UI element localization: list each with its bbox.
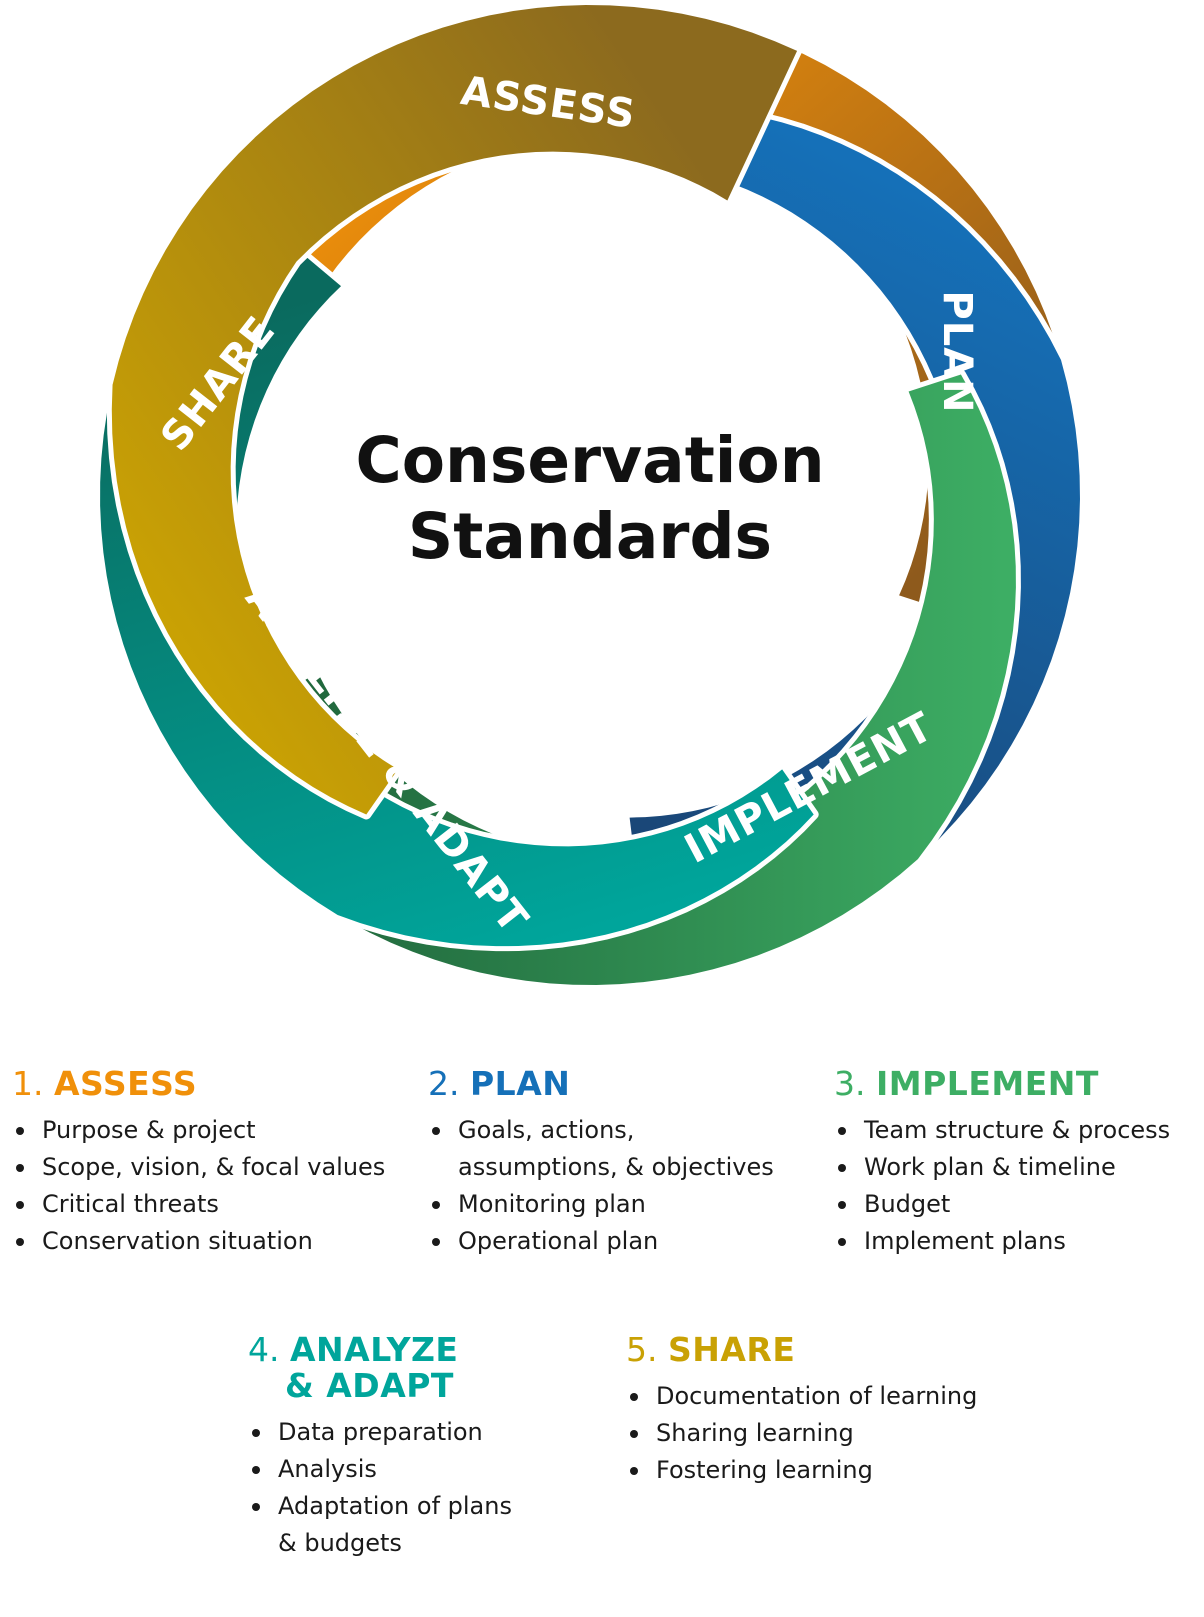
list-item: Goals, actions, assumptions, & objectives [428, 1112, 774, 1186]
step-implement-heading: 3. IMPLEMENT [834, 1066, 1170, 1102]
list-item: Critical threats [12, 1186, 385, 1223]
list-item: Operational plan [428, 1223, 774, 1260]
list-item: Adaptation of plans & budgets [248, 1488, 512, 1562]
step-number: 2. [428, 1064, 460, 1103]
step-name: IMPLEMENT [876, 1064, 1099, 1103]
step-name: ASSESS [54, 1064, 198, 1103]
step-analyze-list: Data preparation Analysis Adaptation of … [248, 1414, 512, 1562]
step-assess: 1. ASSESS Purpose & project Scope, visio… [12, 1066, 385, 1260]
step-assess-heading: 1. ASSESS [12, 1066, 385, 1102]
center-title-line-2: Standards [408, 500, 772, 573]
step-analyze-heading: 4. ANALYZE & ADAPT [248, 1332, 512, 1404]
list-item: Analysis [248, 1451, 512, 1488]
list-item: Fostering learning [626, 1452, 977, 1489]
step-share-heading: 5. SHARE [626, 1332, 977, 1368]
step-number: 1. [12, 1064, 44, 1103]
step-analyze-adapt: 4. ANALYZE & ADAPT Data preparation Anal… [248, 1332, 512, 1562]
step-number: 3. [834, 1064, 866, 1103]
step-share-list: Documentation of learning Sharing learni… [626, 1378, 977, 1489]
list-item: Budget [834, 1186, 1170, 1223]
step-name: ANALYZE [290, 1330, 459, 1369]
list-item: Sharing learning [626, 1415, 977, 1452]
step-number: 5. [626, 1330, 658, 1369]
step-share: 5. SHARE Documentation of learning Shari… [626, 1332, 977, 1489]
step-implement: 3. IMPLEMENT Team structure & process Wo… [834, 1066, 1170, 1260]
list-item: Implement plans [834, 1223, 1170, 1260]
step-assess-list: Purpose & project Scope, vision, & focal… [12, 1112, 385, 1260]
step-name: PLAN [470, 1064, 571, 1103]
step-plan-heading: 2. PLAN [428, 1066, 774, 1102]
list-item: Work plan & timeline [834, 1149, 1170, 1186]
list-item: Documentation of learning [626, 1378, 977, 1415]
step-plan: 2. PLAN Goals, actions, assumptions, & ob… [428, 1066, 774, 1260]
list-item: Data preparation [248, 1414, 512, 1451]
step-name-line-2: & ADAPT [285, 1366, 454, 1405]
list-item: Purpose & project [12, 1112, 385, 1149]
list-item: Conservation situation [12, 1223, 385, 1260]
step-plan-list: Goals, actions, assumptions, & objectives… [428, 1112, 774, 1260]
step-implement-list: Team structure & process Work plan & tim… [834, 1112, 1170, 1260]
step-name: SHARE [668, 1330, 796, 1369]
step-number: 4. [248, 1330, 280, 1369]
cycle-arc-share [106, 0, 803, 820]
list-item: Team structure & process [834, 1112, 1170, 1149]
list-item: Scope, vision, & focal values [12, 1149, 385, 1186]
list-item: Monitoring plan [428, 1186, 774, 1223]
center-title-line-1: Conservation [355, 424, 824, 497]
arc-label-plan: PLAN [934, 290, 980, 413]
